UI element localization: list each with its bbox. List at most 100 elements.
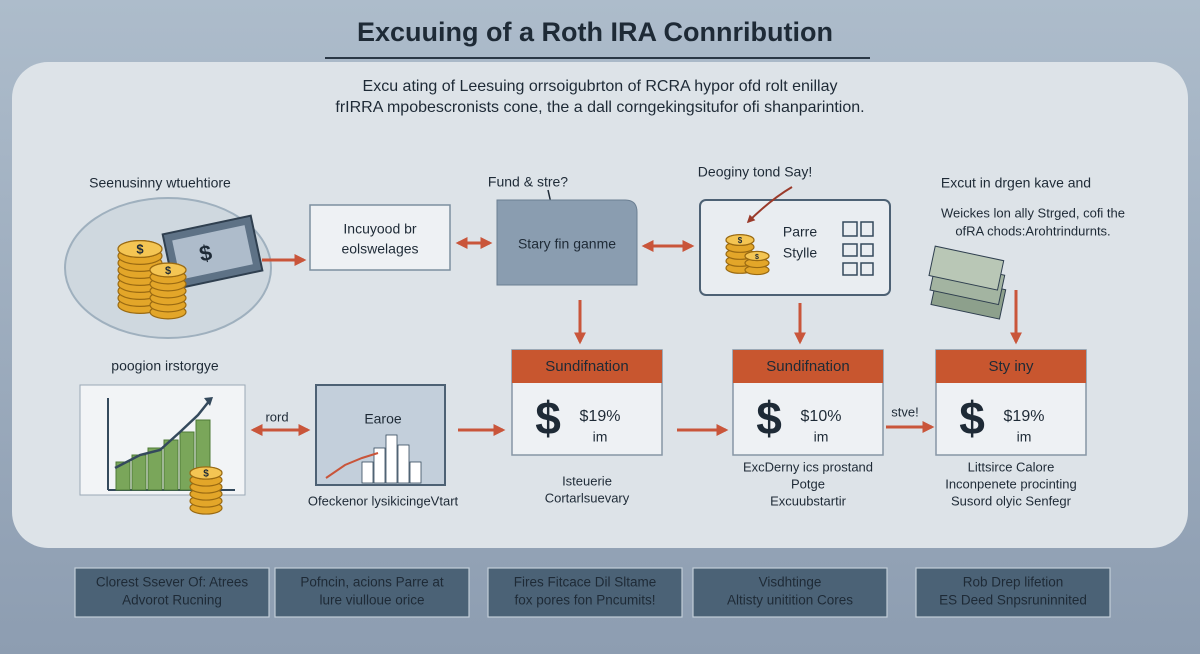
- card-symbol: $: [959, 392, 985, 444]
- card-value: $10%: [801, 408, 842, 425]
- hist-bar: [385, 434, 398, 484]
- description: Weickes lon ally Strged, cofi the: [941, 205, 1125, 220]
- coin-top: [149, 262, 187, 278]
- caption: Ofeckenor lysikicingeVtart: [308, 493, 459, 508]
- button-body[interactable]: [74, 567, 270, 618]
- caption: Fund & stre?: [488, 174, 568, 190]
- button-text: ES Deed Snpsruninnited: [939, 593, 1087, 608]
- button[interactable]: Fires Fitcace Dil Sltame fox pores fon Pn…: [487, 567, 683, 618]
- card-header-bar: [512, 350, 662, 383]
- hist-bar: [361, 461, 374, 484]
- icons: [842, 221, 874, 276]
- icon: [842, 262, 858, 276]
- button[interactable]: Pofncin, acions Parre at lure viulloue or…: [274, 567, 470, 618]
- coins: $ $ $ $ $: [117, 234, 770, 515]
- growth-bar: [115, 461, 131, 491]
- growth-bar: [147, 447, 163, 491]
- coin-symbol: $: [203, 469, 209, 480]
- coin-symbol: $: [755, 254, 759, 261]
- trend-line: [114, 399, 211, 470]
- card-unit: im: [814, 429, 829, 445]
- box-text: eolswelages: [341, 241, 418, 257]
- card-note: Isteuerie: [562, 473, 612, 488]
- description: ofRA chods:Arohtrindurnts.: [955, 223, 1110, 238]
- caption: Deoginy tond Say!: [698, 164, 812, 180]
- hist-bar: [373, 447, 386, 484]
- title: Excuuing of a Roth IRA Connribution: [357, 17, 833, 47]
- bill-face: [172, 225, 253, 280]
- subtitle-line: frIRRA mpobescronists cone, the a dall c…: [335, 99, 864, 116]
- box: [496, 199, 638, 286]
- icon: [842, 221, 858, 237]
- hist-bar: [397, 444, 410, 484]
- button-text: lure viulloue orice: [319, 593, 424, 608]
- box-text: Parre: [783, 224, 817, 240]
- growth-bar: [131, 454, 147, 491]
- card-unit: im: [593, 429, 608, 445]
- card-note: Susord olyic Senfegr: [951, 493, 1072, 508]
- card-note: Littsirce Calore: [968, 459, 1055, 474]
- bill-symbol: $: [197, 240, 214, 267]
- icon: [860, 262, 874, 276]
- card-unit: im: [1017, 429, 1032, 445]
- button-text: Pofncin, acions Parre at: [300, 575, 444, 590]
- button[interactable]: Clorest Ssever Of: Atrees Advorot Rucning: [74, 567, 270, 618]
- card-value: $19%: [580, 408, 621, 425]
- card-symbol: $: [756, 392, 782, 444]
- hist-bar: [409, 461, 422, 484]
- card-note: ExcDerny ics prostand: [743, 459, 873, 474]
- coin-symbol: $: [136, 241, 144, 256]
- button-body[interactable]: [692, 567, 888, 618]
- hist-bars: [361, 434, 422, 484]
- card-symbol: $: [535, 392, 561, 444]
- card-header: Sundifnation: [545, 358, 628, 375]
- pointer: [746, 186, 793, 224]
- button[interactable]: Rob Drep lifetion ES Deed Snpsruninnited: [915, 567, 1111, 618]
- button-body[interactable]: [487, 567, 683, 618]
- card-note: Inconpenete procinting: [945, 476, 1077, 491]
- button-text: Visdhtinge: [759, 575, 822, 590]
- icon: [860, 221, 874, 237]
- cards: Sundifnation $ $19% im Isteuerie Cortarlsueva…: [511, 349, 1087, 508]
- coin-symbol: $: [738, 236, 743, 245]
- card-value: $19%: [1004, 408, 1045, 425]
- buttons: Clorest Ssever Of: Atrees Advorot Rucning…: [74, 567, 1111, 618]
- coin-top: [117, 240, 163, 258]
- label: Seenusinny wtuehtiore: [89, 175, 231, 191]
- card-note: Cortarlsuevary: [545, 490, 630, 505]
- button-body[interactable]: [915, 567, 1111, 618]
- box-text: Stylle: [783, 245, 817, 261]
- button-text: Clorest Ssever Of: Atrees: [96, 575, 249, 590]
- caption: Excut in drgen kave and: [941, 175, 1091, 191]
- card-header: Sundifnation: [766, 358, 849, 375]
- box: [309, 204, 451, 271]
- box-text: Incuyood br: [343, 221, 416, 237]
- card-header-bar: [936, 350, 1086, 383]
- box-text: Stary fin ganme: [518, 236, 616, 252]
- card-note: Potge: [791, 476, 825, 491]
- label: poogion irstorgye: [111, 358, 219, 374]
- bills: [928, 245, 1007, 320]
- card-header-bar: [733, 350, 883, 383]
- coin-top: [189, 466, 223, 480]
- chart-box-title: Earoe: [364, 411, 402, 427]
- button[interactable]: Visdhtinge Altisty unitition Cores: [692, 567, 888, 618]
- bill: [928, 245, 1005, 291]
- button-body[interactable]: [274, 567, 470, 618]
- card-note: Excuubstartir: [770, 493, 847, 508]
- icon: [860, 243, 874, 257]
- button-text: Fires Fitcace Dil Sltame: [514, 575, 657, 590]
- growth-bar: [163, 439, 179, 491]
- coin-top: [744, 250, 770, 262]
- card-header: Sty iny: [988, 358, 1034, 375]
- connector-label: rord: [265, 409, 288, 424]
- connector-label: stve!: [891, 404, 918, 419]
- button-text: Altisty unitition Cores: [727, 593, 853, 608]
- button-text: Rob Drep lifetion: [963, 575, 1064, 590]
- coin-symbol: $: [165, 265, 171, 277]
- button-text: fox pores fon Pncumits!: [514, 593, 655, 608]
- icon: [842, 243, 858, 257]
- bill: $: [161, 214, 264, 291]
